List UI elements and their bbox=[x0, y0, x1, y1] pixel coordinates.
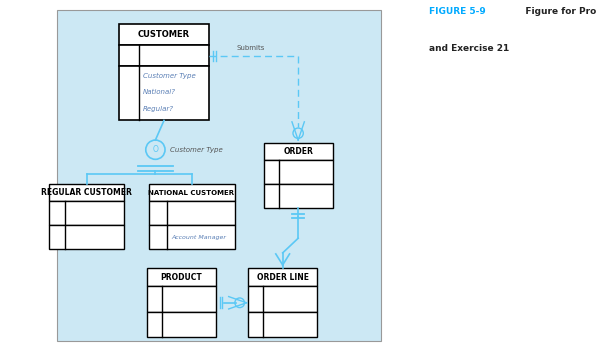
FancyBboxPatch shape bbox=[148, 201, 234, 225]
Text: ORDER: ORDER bbox=[283, 147, 313, 156]
FancyBboxPatch shape bbox=[249, 286, 317, 312]
Text: ORDER LINE: ORDER LINE bbox=[257, 273, 309, 282]
FancyBboxPatch shape bbox=[148, 225, 234, 250]
FancyBboxPatch shape bbox=[148, 184, 234, 201]
Text: CUSTOMER: CUSTOMER bbox=[138, 30, 190, 39]
Text: FIGURE 5-9: FIGURE 5-9 bbox=[429, 7, 486, 16]
Text: O: O bbox=[153, 145, 159, 154]
Text: Account Manager: Account Manager bbox=[172, 235, 226, 240]
FancyBboxPatch shape bbox=[264, 143, 333, 160]
Text: and Exercise 21: and Exercise 21 bbox=[429, 44, 510, 53]
FancyBboxPatch shape bbox=[147, 312, 216, 337]
FancyBboxPatch shape bbox=[119, 45, 209, 66]
FancyBboxPatch shape bbox=[147, 269, 216, 286]
FancyBboxPatch shape bbox=[49, 225, 125, 250]
FancyBboxPatch shape bbox=[249, 312, 317, 337]
FancyBboxPatch shape bbox=[264, 160, 333, 184]
Text: National?: National? bbox=[143, 90, 176, 95]
FancyBboxPatch shape bbox=[57, 11, 381, 340]
FancyBboxPatch shape bbox=[119, 24, 209, 45]
Text: Customer Type: Customer Type bbox=[170, 147, 223, 153]
FancyBboxPatch shape bbox=[264, 184, 333, 208]
Text: Figure for Problem: Figure for Problem bbox=[516, 7, 596, 16]
Text: PRODUCT: PRODUCT bbox=[160, 273, 202, 282]
FancyBboxPatch shape bbox=[147, 286, 216, 312]
FancyBboxPatch shape bbox=[49, 184, 125, 201]
FancyBboxPatch shape bbox=[249, 269, 317, 286]
Text: Customer Type: Customer Type bbox=[143, 73, 196, 79]
Text: REGULAR CUSTOMER: REGULAR CUSTOMER bbox=[41, 188, 132, 197]
Text: NATIONAL CUSTOMER: NATIONAL CUSTOMER bbox=[148, 190, 235, 196]
Text: Submits: Submits bbox=[236, 45, 265, 51]
FancyBboxPatch shape bbox=[49, 201, 125, 225]
FancyBboxPatch shape bbox=[119, 66, 209, 120]
Text: Regular?: Regular? bbox=[143, 106, 174, 112]
